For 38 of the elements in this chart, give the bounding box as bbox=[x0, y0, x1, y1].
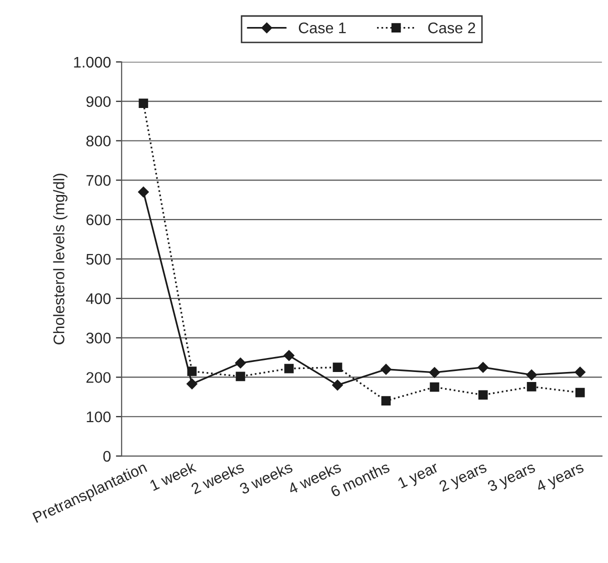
x-tick-label: 1 year bbox=[397, 462, 440, 492]
point bbox=[575, 388, 585, 398]
y-tick-label: 500 bbox=[86, 254, 111, 265]
point bbox=[380, 364, 392, 375]
y-tick-label: 1.000 bbox=[74, 56, 111, 68]
point bbox=[284, 364, 294, 374]
point bbox=[186, 378, 198, 390]
y-tick-label: 900 bbox=[86, 96, 111, 108]
x-tick-label: 2 years bbox=[438, 461, 489, 495]
point bbox=[187, 366, 197, 376]
x-tick-label: 4 years bbox=[535, 462, 586, 495]
point bbox=[381, 396, 391, 406]
y-tick-label: 200 bbox=[86, 372, 111, 383]
point bbox=[526, 369, 537, 380]
point bbox=[478, 390, 488, 400]
point bbox=[235, 358, 246, 368]
x-tick-label: 3 years bbox=[486, 461, 538, 495]
y-tick-label: 0 bbox=[103, 450, 111, 462]
y-tick-label: 300 bbox=[86, 332, 111, 344]
y-tick-label: 800 bbox=[86, 136, 111, 146]
y-tick-label: 100 bbox=[86, 411, 111, 422]
point bbox=[284, 350, 294, 361]
y-tick-label: 400 bbox=[86, 293, 111, 304]
point bbox=[429, 367, 440, 378]
point bbox=[236, 372, 246, 382]
legend-label: Case 1 bbox=[298, 22, 346, 34]
point bbox=[526, 382, 536, 392]
point bbox=[138, 186, 149, 198]
point bbox=[332, 380, 343, 391]
point bbox=[574, 366, 586, 378]
point bbox=[332, 362, 342, 372]
legend-label: Case 2 bbox=[428, 22, 476, 34]
y-tick-label: 700 bbox=[86, 175, 111, 186]
point bbox=[478, 362, 488, 373]
point bbox=[138, 98, 148, 108]
y-tick-label: 600 bbox=[86, 214, 111, 226]
y-axis-title: Cholesterol levels (mg/dl) bbox=[53, 174, 68, 344]
point bbox=[430, 382, 440, 392]
